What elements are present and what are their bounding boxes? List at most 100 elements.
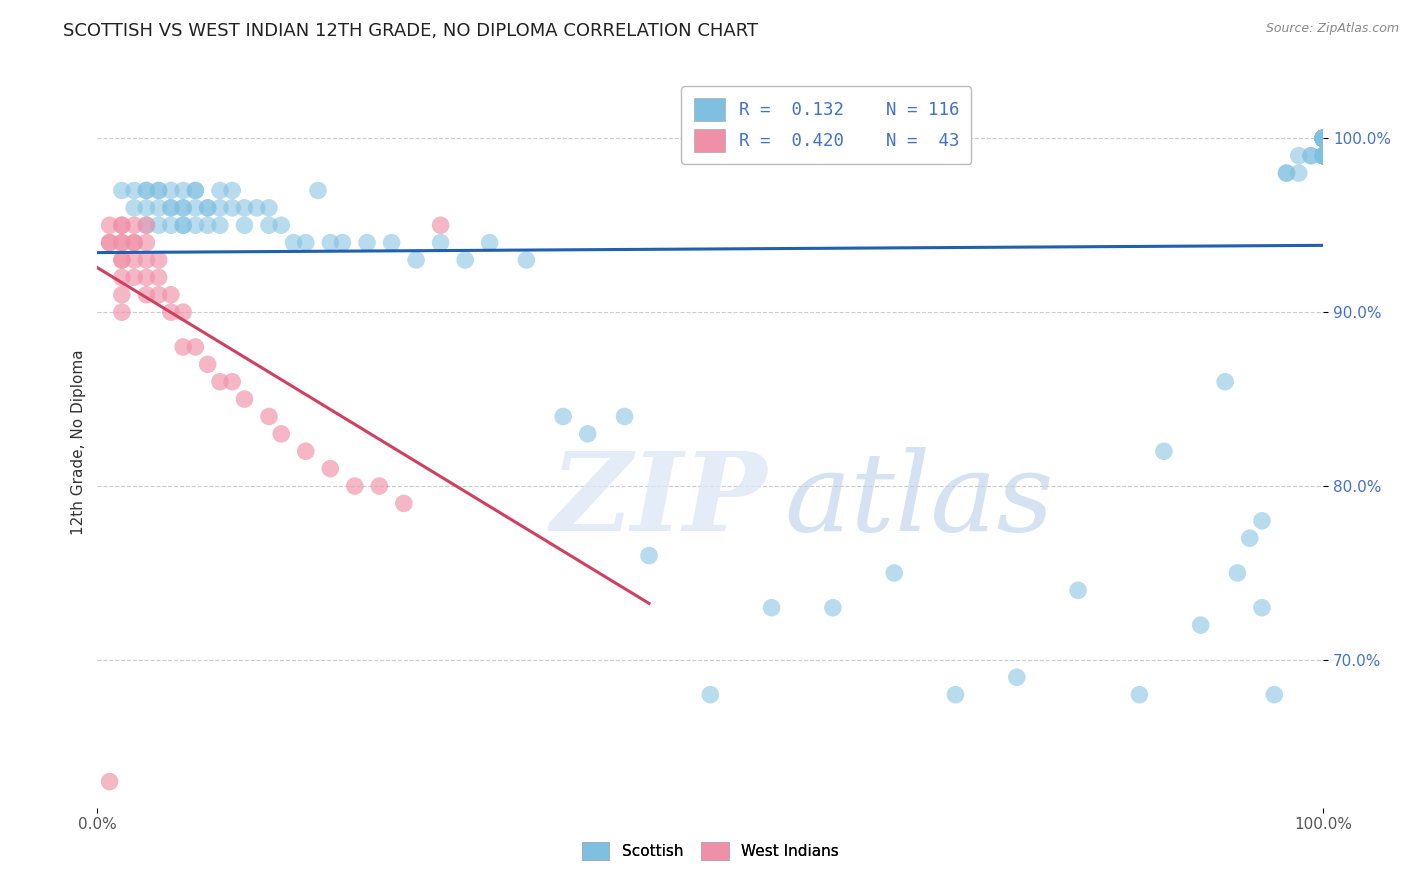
Point: [122, 270, 145, 285]
Point: [98, 218, 121, 232]
Point: [197, 201, 219, 215]
Point: [111, 270, 134, 285]
Point: [160, 201, 183, 215]
Point: [148, 184, 170, 198]
Point: [1312, 131, 1334, 145]
Point: [1312, 149, 1334, 163]
Point: [1312, 131, 1334, 145]
Point: [172, 184, 194, 198]
Point: [1312, 131, 1334, 145]
Point: [1312, 131, 1334, 145]
Point: [233, 218, 256, 232]
Point: [1312, 131, 1334, 145]
Point: [576, 426, 599, 441]
Point: [515, 252, 537, 267]
Point: [1312, 131, 1334, 145]
Point: [343, 479, 366, 493]
Point: [148, 184, 170, 198]
Point: [821, 600, 844, 615]
Text: Source: ZipAtlas.com: Source: ZipAtlas.com: [1265, 22, 1399, 36]
Text: SCOTTISH VS WEST INDIAN 12TH GRADE, NO DIPLOMA CORRELATION CHART: SCOTTISH VS WEST INDIAN 12TH GRADE, NO D…: [63, 22, 758, 40]
Point: [148, 270, 170, 285]
Point: [294, 444, 316, 458]
Point: [184, 184, 207, 198]
Point: [1263, 688, 1285, 702]
Point: [1312, 131, 1334, 145]
Point: [1213, 375, 1236, 389]
Point: [111, 252, 134, 267]
Point: [122, 252, 145, 267]
Point: [368, 479, 391, 493]
Point: [135, 201, 157, 215]
Point: [1312, 131, 1334, 145]
Text: atlas: atlas: [785, 447, 1053, 555]
Point: [98, 235, 121, 250]
Point: [613, 409, 636, 424]
Point: [761, 600, 783, 615]
Point: [148, 287, 170, 301]
Point: [270, 218, 292, 232]
Point: [135, 184, 157, 198]
Point: [197, 201, 219, 215]
Point: [111, 252, 134, 267]
Point: [246, 201, 269, 215]
Point: [1299, 149, 1322, 163]
Point: [1312, 149, 1334, 163]
Point: [1312, 131, 1334, 145]
Point: [148, 218, 170, 232]
Point: [1067, 583, 1090, 598]
Point: [160, 218, 183, 232]
Point: [172, 340, 194, 354]
Point: [197, 357, 219, 371]
Point: [98, 774, 121, 789]
Point: [454, 252, 477, 267]
Point: [405, 252, 427, 267]
Point: [135, 235, 157, 250]
Point: [111, 218, 134, 232]
Point: [1312, 131, 1334, 145]
Point: [160, 305, 183, 319]
Point: [221, 375, 243, 389]
Point: [1312, 131, 1334, 145]
Point: [122, 235, 145, 250]
Point: [98, 235, 121, 250]
Point: [208, 218, 231, 232]
Point: [319, 461, 342, 475]
Point: [197, 218, 219, 232]
Point: [122, 218, 145, 232]
Legend: Scottish, West Indians: Scottish, West Indians: [575, 836, 845, 866]
Point: [1312, 131, 1334, 145]
Point: [135, 218, 157, 232]
Point: [1312, 149, 1334, 163]
Y-axis label: 12th Grade, No Diploma: 12th Grade, No Diploma: [72, 350, 86, 535]
Point: [1312, 131, 1334, 145]
Point: [319, 235, 342, 250]
Point: [1251, 514, 1274, 528]
Point: [1128, 688, 1150, 702]
Text: ZIP: ZIP: [551, 447, 768, 555]
Point: [160, 201, 183, 215]
Point: [638, 549, 661, 563]
Point: [1312, 131, 1334, 145]
Point: [233, 201, 256, 215]
Point: [257, 201, 280, 215]
Point: [1312, 131, 1334, 145]
Point: [1312, 131, 1334, 145]
Point: [257, 218, 280, 232]
Point: [699, 688, 721, 702]
Point: [332, 235, 354, 250]
Point: [553, 409, 575, 424]
Point: [1312, 131, 1334, 145]
Point: [111, 218, 134, 232]
Point: [1312, 149, 1334, 163]
Point: [135, 184, 157, 198]
Point: [208, 184, 231, 198]
Point: [184, 340, 207, 354]
Point: [148, 201, 170, 215]
Point: [184, 218, 207, 232]
Point: [122, 235, 145, 250]
Point: [270, 426, 292, 441]
Point: [1226, 566, 1249, 580]
Point: [1299, 149, 1322, 163]
Point: [1288, 149, 1310, 163]
